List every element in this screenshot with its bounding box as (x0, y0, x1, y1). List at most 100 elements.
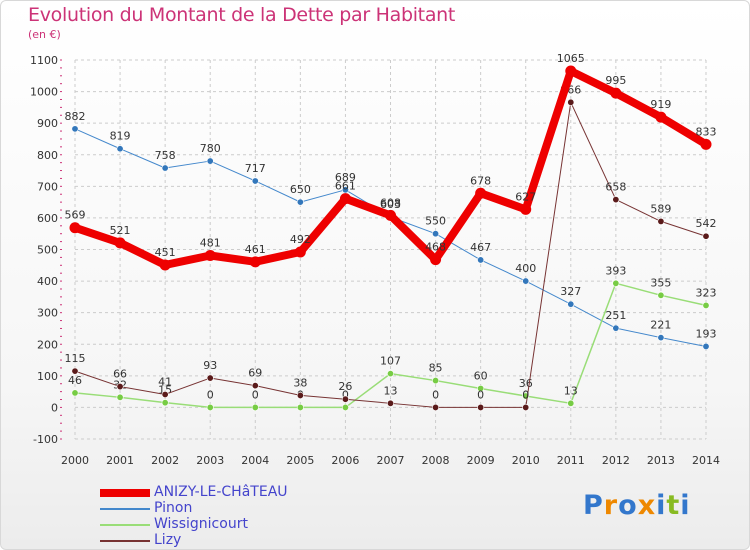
data-point (657, 291, 665, 299)
data-point (251, 403, 259, 411)
data-label: 0 (342, 388, 349, 401)
data-label: 323 (696, 286, 717, 299)
y-tick-label: 300 (37, 307, 58, 320)
data-point (251, 177, 259, 185)
data-point (700, 138, 712, 150)
data-point (567, 300, 575, 308)
data-point (702, 301, 710, 309)
legend-swatch (100, 508, 150, 510)
logo-letter: i (656, 490, 667, 521)
data-label: 393 (605, 264, 626, 277)
legend-label: ANIZY-LE-CHâTEAU (154, 484, 288, 500)
legend-swatch (100, 489, 150, 497)
data-point (206, 374, 214, 382)
data-point (520, 203, 532, 215)
y-tick-label: 1100 (30, 54, 58, 67)
data-point (296, 403, 304, 411)
data-label: 627 (515, 190, 536, 203)
chart-title: Evolution du Montant de la Dette par Hab… (28, 4, 456, 26)
data-label: 882 (65, 110, 86, 123)
x-tick-label: 2004 (241, 454, 269, 467)
data-point (655, 111, 667, 123)
data-label: 608 (380, 196, 401, 209)
data-label: 689 (335, 171, 356, 184)
data-point (296, 198, 304, 206)
x-tick-label: 2009 (467, 454, 495, 467)
chart-subtitle: (en €) (28, 28, 61, 41)
data-point (251, 382, 259, 390)
data-label: 481 (200, 237, 221, 250)
data-label: 589 (650, 202, 671, 215)
data-point (610, 87, 622, 99)
data-label: 758 (155, 149, 176, 162)
data-label: 0 (432, 388, 439, 401)
x-tick-label: 2014 (692, 454, 720, 467)
data-point (341, 186, 349, 194)
data-label: 60 (474, 369, 488, 382)
data-point (116, 393, 124, 401)
data-label: 550 (425, 215, 446, 228)
y-tick-label: 700 (37, 180, 58, 193)
data-label: 41 (158, 375, 172, 388)
legend-swatch (100, 524, 150, 526)
data-point (161, 164, 169, 172)
x-tick-label: 2005 (286, 454, 314, 467)
data-label: 115 (65, 352, 86, 365)
legend-label: Pinon (154, 500, 193, 516)
logo-letter: t (666, 490, 681, 521)
data-point (294, 246, 306, 258)
legend-label: Wissignicourt (154, 516, 248, 532)
data-label: 85 (429, 362, 443, 375)
data-label: 13 (384, 384, 398, 397)
x-tick-label: 2003 (196, 454, 224, 467)
y-tick-label: 800 (37, 149, 58, 162)
data-point (339, 193, 351, 205)
legend-label: Lizy (154, 532, 182, 548)
data-label: 569 (65, 209, 86, 222)
data-point (71, 367, 79, 375)
logo-letter: o (618, 490, 638, 521)
data-label: 221 (650, 319, 671, 332)
x-tick-label: 2011 (557, 454, 585, 467)
data-label: 650 (290, 183, 311, 196)
data-point (432, 403, 440, 411)
y-tick-label: -100 (33, 433, 58, 446)
data-point (702, 342, 710, 350)
data-label: 461 (245, 243, 266, 256)
x-tick-label: 2001 (106, 454, 134, 467)
data-label: 0 (477, 388, 484, 401)
data-point (296, 391, 304, 399)
data-point (206, 403, 214, 411)
data-point (114, 237, 126, 249)
data-point (565, 65, 577, 77)
data-label: 26 (338, 380, 352, 393)
data-label: 467 (470, 241, 491, 254)
data-point (341, 395, 349, 403)
y-tick-label: 600 (37, 212, 58, 225)
data-label: 819 (110, 130, 131, 143)
data-label: 400 (515, 262, 536, 275)
data-label: 38 (293, 376, 307, 389)
data-point (567, 98, 575, 106)
data-label: 780 (200, 142, 221, 155)
data-point (432, 230, 440, 238)
data-label: 678 (470, 174, 491, 187)
logo-letter: x (637, 490, 657, 521)
data-label: 717 (245, 162, 266, 175)
y-tick-label: 900 (37, 117, 58, 130)
data-label: 661 (335, 180, 356, 193)
y-tick-label: 1000 (30, 86, 58, 99)
x-tick-label: 2012 (602, 454, 630, 467)
data-point (161, 390, 169, 398)
data-point (657, 217, 665, 225)
data-label: 468 (425, 241, 446, 254)
data-point (567, 399, 575, 407)
logo-letter: i (680, 490, 691, 521)
data-label: 251 (605, 309, 626, 322)
logo-letter: P (583, 490, 604, 521)
data-point (204, 250, 216, 262)
data-label: 919 (650, 98, 671, 111)
y-tick-label: 100 (37, 370, 58, 383)
data-point (477, 403, 485, 411)
